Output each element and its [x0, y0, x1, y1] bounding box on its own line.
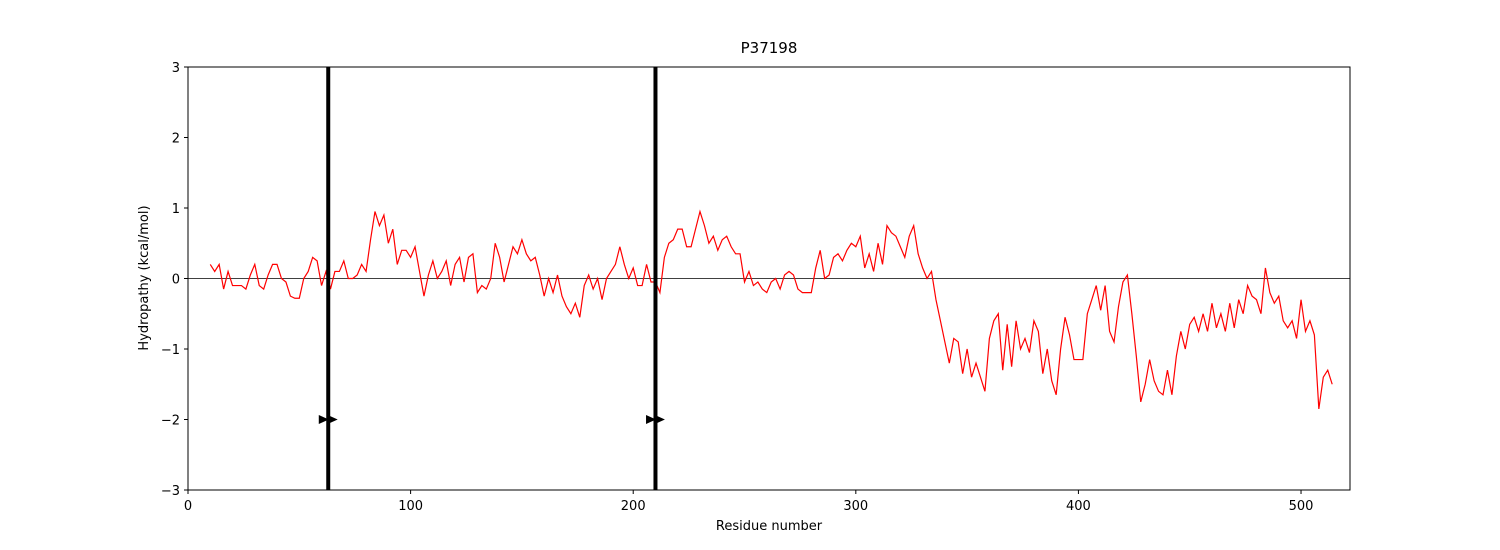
hydropathy-line: [209, 209, 1333, 410]
direction-marker: [327, 415, 338, 424]
x-tick-label: 500: [1289, 499, 1314, 514]
plot-frame: [187, 66, 1351, 491]
x-axis-label: Residue number: [716, 519, 823, 534]
x-tick-label: 100: [398, 499, 423, 514]
x-tick-label: 400: [1066, 499, 1091, 514]
y-tick-label: 2: [172, 132, 180, 147]
y-tick-label: 0: [172, 273, 180, 288]
y-tick-label: −3: [161, 484, 180, 499]
x-tick-label: 300: [843, 499, 868, 514]
direction-marker: [318, 415, 329, 424]
y-axis-label: Hydropathy (kcal/mol): [137, 205, 152, 350]
x-tick-label: 0: [184, 499, 192, 514]
y-tick-label: 3: [172, 61, 180, 76]
y-tick-label: 1: [172, 202, 180, 217]
direction-marker: [646, 415, 657, 424]
y-tick-label: −2: [161, 414, 180, 429]
x-tick-label: 200: [621, 499, 646, 514]
chart-title: P37198: [741, 39, 798, 57]
direction-marker: [654, 415, 665, 424]
y-tick-label: −1: [161, 343, 180, 358]
